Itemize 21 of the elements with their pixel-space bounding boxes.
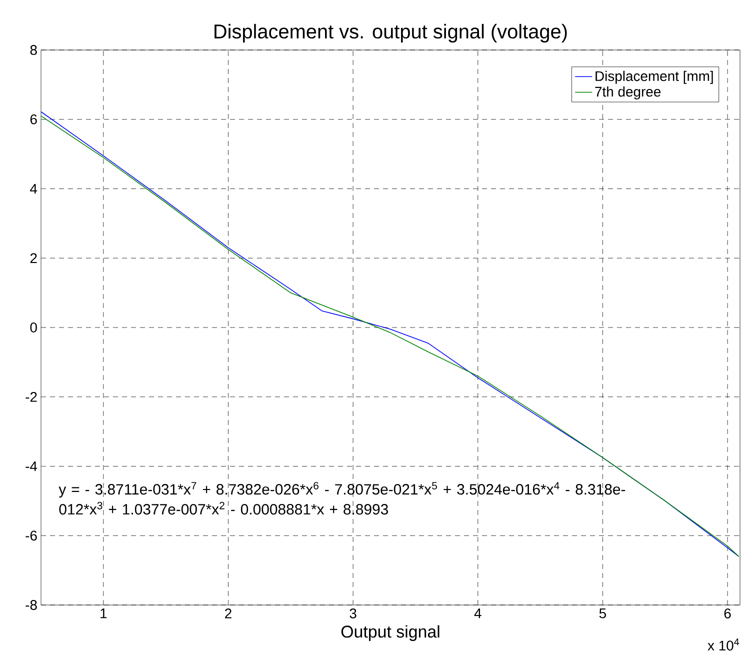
- y-tick-label: -8: [26, 600, 37, 610]
- y-tick-label: -4: [26, 461, 38, 472]
- x-tick-label: 2: [225, 608, 232, 618]
- x-tick-label: 4: [474, 608, 482, 618]
- y-tick-label: -2: [26, 392, 37, 402]
- x-tick-label: 3: [350, 608, 356, 618]
- chart-title: Displacement vs. output signal (voltage): [214, 24, 567, 43]
- y-tick-label: 6: [30, 114, 37, 124]
- legend-label: Displacement [mm]: [596, 70, 713, 84]
- y-tick-label: 8: [30, 45, 37, 55]
- y-tick-label: 2: [30, 253, 37, 263]
- y-tick-label: 4: [30, 184, 38, 194]
- x-tick-label: 1: [100, 608, 107, 618]
- x-tick-label: 5: [599, 608, 606, 618]
- x-axis-title: Output signal: [341, 625, 440, 642]
- y-tick-label: 0: [30, 322, 37, 332]
- text: y = - 3.8711e-031*x$^{7}$ + 8.7382e-026*x$^{6}$ - 7.8075e-021*x$^{5}$ + 3.5024e-016*x$^{4}$ - 8.318e-012*x$^{3}$ + 1.0377e-007*x$^{2}$ - 0.0008881*x + 8.8993: [58, 482, 626, 515]
- y-tick-label: -6: [26, 530, 37, 541]
- text: x 10$^{4}$: [708, 638, 740, 651]
- legend-label: 7th degree: [595, 86, 661, 100]
- x-tick-label: 6: [724, 608, 731, 618]
